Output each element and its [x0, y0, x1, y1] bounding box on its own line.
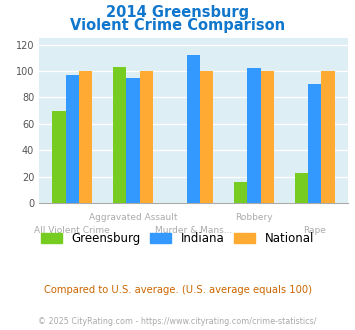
Text: Compared to U.S. average. (U.S. average equals 100): Compared to U.S. average. (U.S. average …	[44, 285, 311, 295]
Bar	[261, 71, 274, 203]
Text: 2014 Greensburg: 2014 Greensburg	[106, 5, 249, 20]
Bar	[126, 78, 140, 203]
Text: Robbery: Robbery	[235, 213, 273, 222]
Text: © 2025 CityRating.com - https://www.cityrating.com/crime-statistics/: © 2025 CityRating.com - https://www.city…	[38, 317, 317, 326]
Bar	[66, 75, 79, 203]
Bar	[234, 182, 247, 203]
Text: Murder & Mans...: Murder & Mans...	[155, 226, 232, 235]
Bar	[113, 67, 126, 203]
Bar	[295, 173, 308, 203]
Bar	[308, 84, 321, 203]
Bar	[140, 71, 153, 203]
Text: Violent Crime Comparison: Violent Crime Comparison	[70, 18, 285, 33]
Bar	[53, 111, 66, 203]
Bar	[187, 55, 200, 203]
Legend: Greensburg, Indiana, National: Greensburg, Indiana, National	[36, 227, 319, 250]
Text: Rape: Rape	[303, 226, 326, 235]
Text: All Violent Crime: All Violent Crime	[34, 226, 110, 235]
Bar	[321, 71, 334, 203]
Bar	[79, 71, 92, 203]
Bar	[200, 71, 213, 203]
Text: Aggravated Assault: Aggravated Assault	[89, 213, 177, 222]
Bar	[247, 68, 261, 203]
